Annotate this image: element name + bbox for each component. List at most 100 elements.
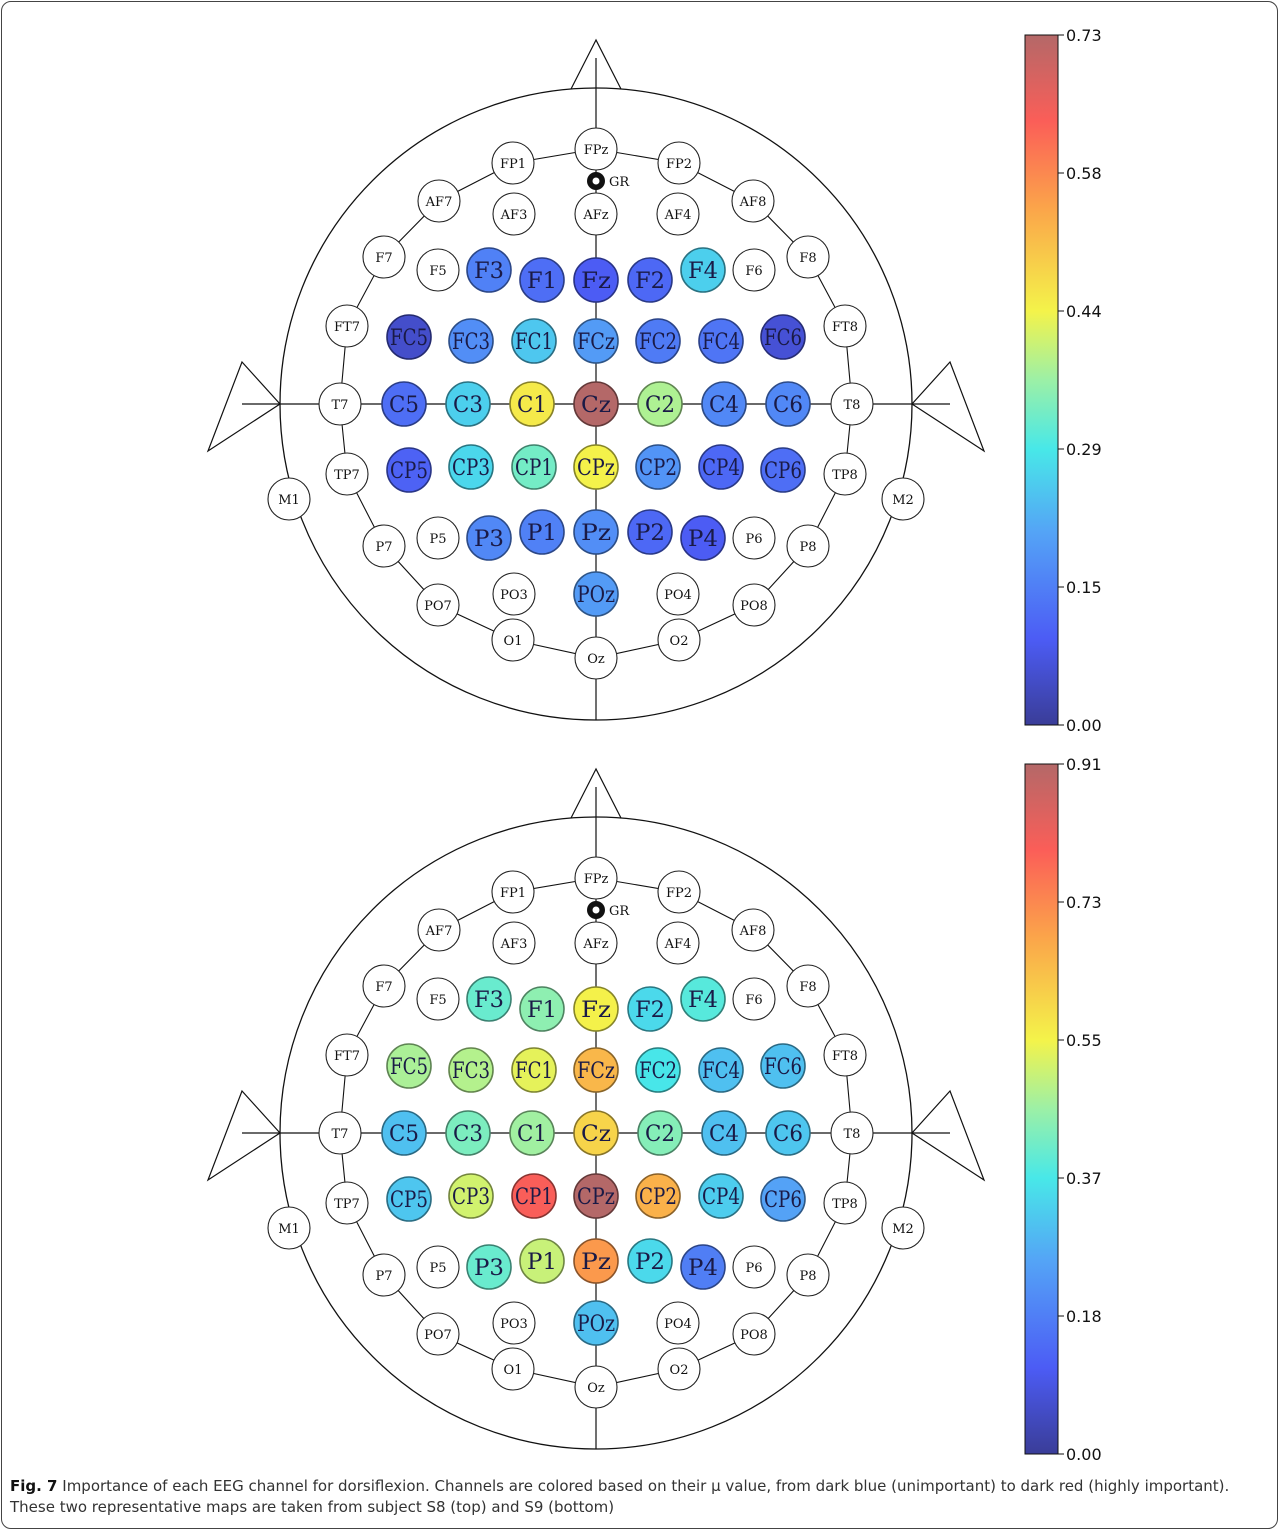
electrode-label: C5 [389,1122,419,1147]
electrode-cp4: CP4 [698,1173,744,1219]
electrode-t7: T7 [318,382,362,426]
electrode-marker [491,141,535,185]
electrode-c6: C6 [765,1110,811,1156]
electrode-o1: O1 [491,618,535,662]
electrode-label: F5 [429,993,446,1008]
electrode-marker [573,1110,619,1156]
electrode-marker [573,1173,619,1219]
electrode-marker [491,618,535,662]
electrode-label: AF7 [425,924,453,939]
electrode-label: PO8 [740,599,768,614]
electrode-marker [417,908,461,952]
electrode-f8: F8 [786,235,830,279]
electrode-label: F6 [745,993,762,1008]
electrode-marker [573,381,619,427]
electrode-marker [732,583,776,627]
electrode-fc1: FC1 [511,1047,557,1093]
electrode-marker [386,314,432,360]
electrode-label: CP4 [702,456,740,481]
electrode-f4: F4 [680,976,726,1022]
electrode-label: T7 [332,398,349,413]
colorbar-tick-label: 0.73 [1066,893,1102,912]
electrode-marker [573,1238,619,1284]
ground-label: GR [609,175,630,190]
electrode-tp8: TP8 [823,1181,867,1225]
electrode-marker [445,381,491,427]
electrode-marker [698,444,744,490]
electrode-marker [416,1312,460,1356]
electrode-po4: PO4 [656,572,700,616]
electrode-fcz: FCz [573,1047,619,1093]
electrode-pz: Pz [573,1238,619,1284]
electrode-label: FC3 [452,1059,490,1084]
electrode-f8: F8 [786,964,830,1008]
electrode-marker [574,921,618,965]
electrode-oz: Oz [574,1365,618,1409]
electrode-label: CP2 [639,1185,677,1210]
electrode-c1: C1 [509,381,555,427]
electrode-label: AF4 [664,208,692,223]
electrode-cp6: CP6 [760,1176,806,1222]
electrode-label: AF3 [500,937,528,952]
right-ear-shape [911,1089,986,1182]
electrode-label: CPz [577,1185,615,1210]
electrode-label: PO8 [740,1328,768,1343]
electrode-marker [386,447,432,493]
electrode-label: CP1 [515,1185,553,1210]
electrode-marker [362,1253,406,1297]
electrode-label: T8 [844,398,861,413]
electrode-f2: F2 [627,257,673,303]
electrode-marker [511,1173,557,1219]
electrode-marker [448,444,494,490]
electrode-label: CP3 [452,456,490,481]
electrode-label: TP8 [832,1197,858,1212]
electrode-marker [448,318,494,364]
electrode-label: CP4 [702,1185,740,1210]
topoplot-panel-2: FPz FP1 FP2 AF7 AF3 AFz AF4 AF8 F7 F5 F3 F1 Fz F2 F4 F6… [206,755,1102,1464]
ground-label: GR [609,904,630,919]
electrode-afz: AFz [574,192,618,236]
electrode-label: TP8 [832,468,858,483]
electrode-o2: O2 [657,1347,701,1391]
electrode-marker [511,1047,557,1093]
electrode-p8: P8 [786,524,830,568]
electrode-t7: T7 [318,1111,362,1155]
electrode-marker [448,1047,494,1093]
right-ear-shape [911,360,986,453]
electrode-label: TP7 [334,1197,360,1212]
electrode-label: AF4 [664,937,692,952]
electrode-marker [627,509,673,555]
electrode-label: CP3 [452,1185,490,1210]
electrode-label: F1 [527,269,557,294]
electrode-c6: C6 [765,381,811,427]
electrode-p1: P1 [519,1238,565,1284]
electrode-marker [573,1047,619,1093]
electrode-marker [325,452,369,496]
topoplot-panel-1: FPz FP1 FP2 AF7 AF3 AFz AF4 AF8 F7 F5 F3 F1 Fz F2 F4 F6… [206,26,1102,735]
electrode-label: P1 [527,521,557,546]
electrode-marker [732,977,776,1021]
electrode-marker [466,247,512,293]
electrode-marker [786,1253,830,1297]
electrode-m2: M2 [881,477,925,521]
electrode-poz: POz [573,1300,619,1346]
electrode-marker [627,986,673,1032]
electrode-label: FT7 [334,320,360,335]
electrode-po3: PO3 [492,572,536,616]
electrode-label: FC3 [452,330,490,355]
electrode-label: PO4 [664,588,692,603]
electrode-marker [318,1111,362,1155]
electrode-marker [362,235,406,279]
electrode-label: F7 [375,980,392,995]
colorbar [1024,34,1059,726]
electrode-marker [445,1110,491,1156]
electrode-marker [267,1206,311,1250]
electrode-label: P3 [474,527,504,552]
electrode-cz: Cz [573,1110,619,1156]
electrode-p8: P8 [786,1253,830,1297]
electrode-label: P2 [635,1250,665,1275]
electrode-marker [466,1244,512,1290]
electrode-p7: P7 [362,1253,406,1297]
electrode-marker [318,382,362,426]
electrode-marker [381,381,427,427]
